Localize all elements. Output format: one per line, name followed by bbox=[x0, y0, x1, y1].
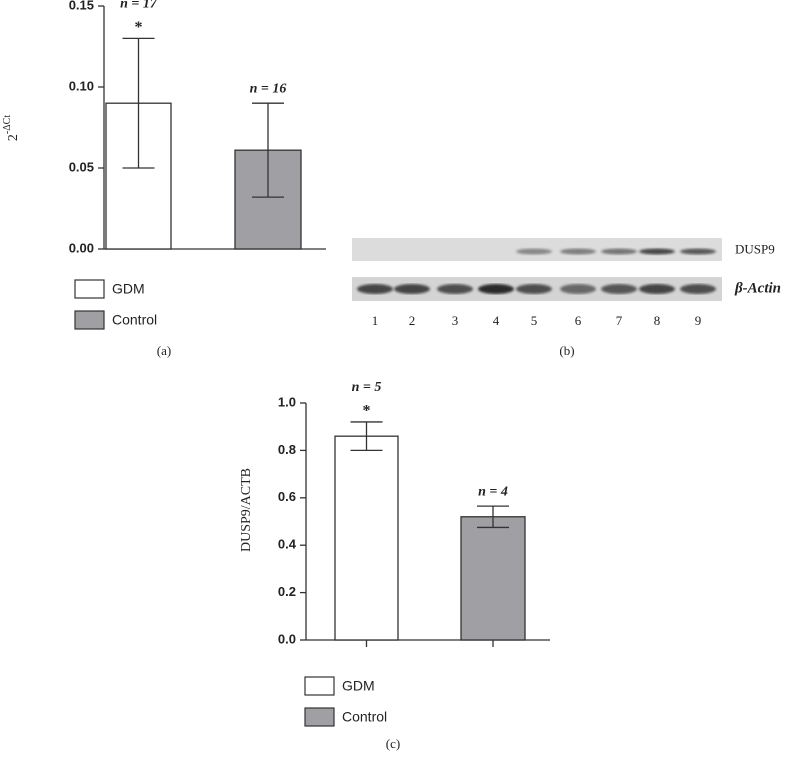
significance-marker: * bbox=[135, 19, 143, 36]
y-tick-label: 0.0 bbox=[278, 631, 296, 646]
blot-band bbox=[394, 284, 430, 294]
legend-swatch bbox=[74, 310, 105, 330]
y-tick-label: 0.00 bbox=[69, 240, 94, 255]
lane-label: 7 bbox=[616, 313, 623, 328]
y-axis-label: 2-ΔCt bbox=[2, 115, 21, 141]
lane-label: 1 bbox=[372, 313, 379, 328]
blot-band bbox=[560, 248, 596, 255]
legend-label: Control bbox=[112, 312, 157, 328]
bar bbox=[460, 516, 526, 641]
y-label-base: 2 bbox=[6, 134, 21, 141]
blot-band bbox=[516, 284, 552, 294]
y-label-base: DUSP9/ACTB bbox=[239, 468, 254, 552]
blot-band bbox=[357, 284, 393, 294]
blot-band bbox=[639, 248, 675, 255]
sample-size: n = 16 bbox=[250, 81, 287, 96]
y-tick-label: 0.2 bbox=[278, 584, 296, 599]
blot-band bbox=[560, 284, 596, 294]
blot-band bbox=[516, 248, 552, 255]
y-tick-label: 1.0 bbox=[278, 394, 296, 409]
significance-marker: * bbox=[363, 403, 371, 420]
lane-label: 5 bbox=[531, 313, 538, 328]
y-tick-label: 0.4 bbox=[278, 537, 297, 552]
y-tick-label: 0.10 bbox=[69, 78, 94, 93]
lane-label: 6 bbox=[575, 313, 582, 328]
blot-band bbox=[680, 248, 716, 255]
y-tick-label: 0.8 bbox=[278, 442, 296, 457]
legend-label: GDM bbox=[112, 281, 145, 297]
lane-label: 3 bbox=[452, 313, 459, 328]
sample-size: n = 5 bbox=[352, 380, 382, 395]
blot-band bbox=[601, 248, 637, 255]
sample-size: n = 4 bbox=[478, 484, 508, 499]
legend-label: Control bbox=[342, 709, 387, 725]
blot-band bbox=[478, 284, 514, 294]
blot-row-label: β-Actin bbox=[734, 280, 781, 296]
legend-swatch bbox=[304, 676, 335, 696]
blot-band bbox=[601, 284, 637, 294]
sample-size: n = 17 bbox=[120, 0, 158, 12]
blot-band bbox=[437, 284, 473, 294]
y-tick-label: 0.05 bbox=[69, 159, 94, 174]
y-axis-label: DUSP9/ACTB bbox=[239, 468, 254, 552]
caption: (c) bbox=[386, 736, 400, 751]
y-label-superscript: -ΔCt bbox=[2, 115, 13, 134]
lane-label: 4 bbox=[493, 313, 500, 328]
y-tick-label: 0.15 bbox=[69, 0, 94, 12]
bar bbox=[334, 435, 399, 641]
lane-label: 2 bbox=[409, 313, 416, 328]
lane-label: 9 bbox=[695, 313, 702, 328]
legend-label: GDM bbox=[342, 678, 375, 694]
lane-label: 8 bbox=[654, 313, 661, 328]
blot-row-label: DUSP9 bbox=[735, 241, 775, 256]
blot-band bbox=[680, 284, 716, 294]
y-tick-label: 0.6 bbox=[278, 489, 296, 504]
caption: (b) bbox=[559, 343, 574, 358]
legend-swatch bbox=[304, 707, 335, 727]
caption: (a) bbox=[157, 343, 171, 358]
blot-band bbox=[639, 284, 675, 294]
legend-swatch bbox=[74, 279, 105, 299]
